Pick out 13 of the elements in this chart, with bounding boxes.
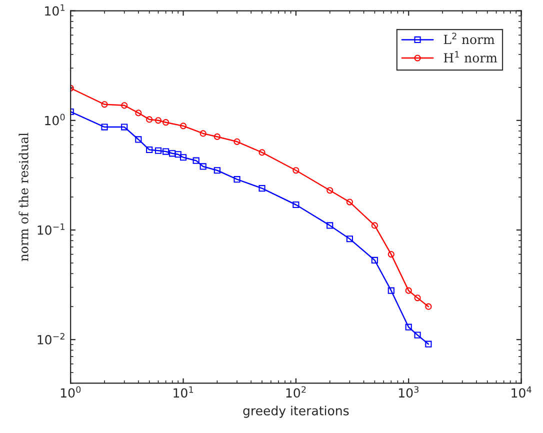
legend-label: H$^{1}$ norm [444, 51, 498, 63]
y-tick-label: 10$^{1}$ [45, 4, 65, 16]
x-tick-label: 10$^{1}$ [174, 386, 194, 398]
x-axis-title: greedy iterations [243, 406, 349, 418]
x-tick-label: 10$^{3}$ [398, 386, 418, 398]
legend-label: L$^{2}$ norm [444, 32, 495, 44]
x-tick-label: 10$^{0}$ [60, 386, 81, 398]
y-tick-label: 10$^{0}$ [45, 114, 65, 126]
y-axis-title: norm of the residual [18, 132, 28, 262]
x-tick-label: 10$^{4}$ [512, 386, 532, 398]
y-tick-label: 10$^{−2}$ [38, 332, 64, 344]
y-tick-label: 10$^{−1}$ [38, 224, 64, 235]
x-tick-label: 10$^{2}$ [286, 386, 306, 398]
